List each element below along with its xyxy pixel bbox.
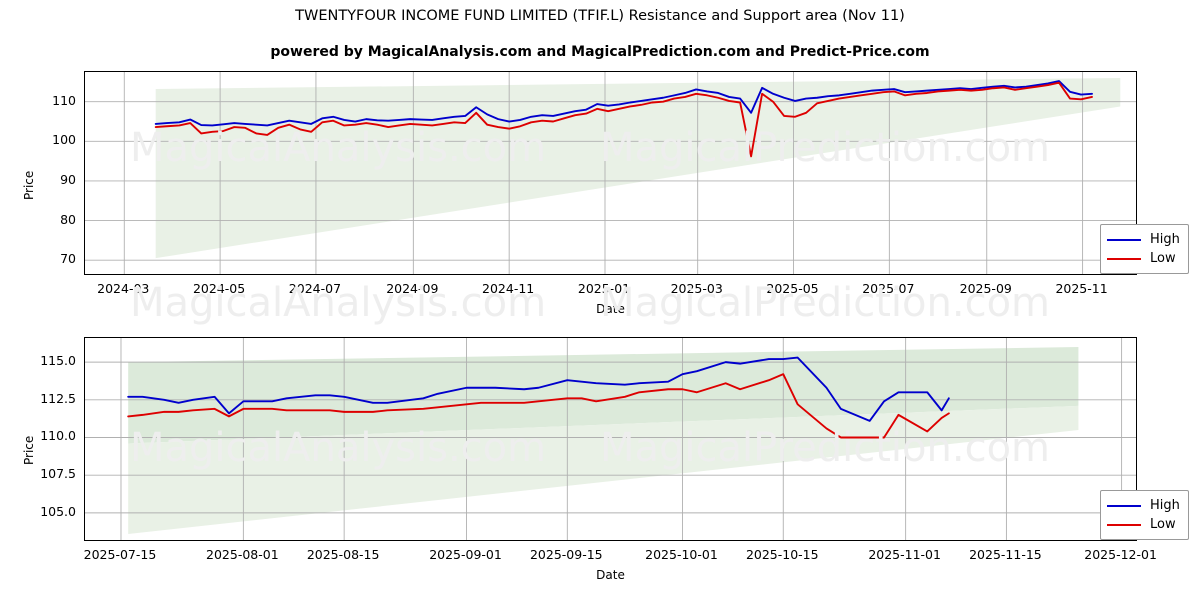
x-tick-label: 2025-07-15 xyxy=(83,547,157,562)
x-tick-label: 2025-01 xyxy=(577,281,631,296)
y-tick-label: 80 xyxy=(60,211,76,227)
x-tick-label: 2025-11-15 xyxy=(969,547,1042,562)
legend-label-high: High xyxy=(1150,232,1180,247)
y-tick-label: 90 xyxy=(60,171,76,187)
y-tick-label: 110 xyxy=(52,92,76,108)
x-tick-label: 2025-09-15 xyxy=(529,547,603,562)
x-tick-label: 2025-10-15 xyxy=(745,547,819,562)
y-tick-label: 70 xyxy=(60,251,76,267)
x-tick-label: 2024-09 xyxy=(386,281,439,296)
x-tick-label: 2025-11 xyxy=(1055,281,1108,296)
top-chart-plot-area xyxy=(84,71,1137,275)
legend-row-high[interactable]: High xyxy=(1107,496,1180,515)
bottom-chart-x-axis-label: Date xyxy=(596,568,625,582)
high-line-swatch xyxy=(1107,504,1141,507)
x-tick-label: 2025-05 xyxy=(766,281,819,296)
bottom-chart-plot-area xyxy=(84,337,1137,541)
x-tick-label: 2024-03 xyxy=(97,281,150,296)
legend-row-low[interactable]: Low xyxy=(1107,249,1180,268)
x-tick-label: 2025-11-01 xyxy=(868,547,941,562)
legend-row-high[interactable]: High xyxy=(1107,230,1180,249)
bottom-chart-canvas xyxy=(85,338,1136,540)
legend-label-low: Low xyxy=(1150,517,1176,532)
legend-label-high: High xyxy=(1150,498,1180,513)
y-tick-label: 107.5 xyxy=(40,466,76,482)
x-tick-label: 2025-12-01 xyxy=(1084,547,1157,562)
y-tick-label: 100 xyxy=(52,132,76,148)
page-subtitle: powered by MagicalAnalysis.com and Magic… xyxy=(270,44,930,60)
legend-label-low: Low xyxy=(1150,251,1176,266)
x-tick-label: 2024-11 xyxy=(482,281,535,296)
x-tick-label: 2025-08-01 xyxy=(206,547,279,562)
x-tick-label: 2025-07 xyxy=(862,281,915,296)
top-chart-x-axis-label: Date xyxy=(596,302,625,316)
top-chart-canvas xyxy=(85,72,1136,274)
y-tick-label: 115.0 xyxy=(40,353,76,369)
y-tick-label: 110.0 xyxy=(40,428,76,444)
x-tick-label: 2025-09-01 xyxy=(429,547,502,562)
low-line-swatch xyxy=(1107,257,1141,260)
x-tick-label: 2025-03 xyxy=(670,281,723,296)
page-title: TWENTYFOUR INCOME FUND LIMITED (TFIF.L) … xyxy=(295,8,905,24)
bottom-chart-legend[interactable]: High Low xyxy=(1100,490,1189,540)
x-tick-label: 2025-10-01 xyxy=(645,547,718,562)
x-tick-label: 2024-05 xyxy=(192,281,246,296)
y-tick-label: 105.0 xyxy=(40,503,76,519)
x-tick-label: 2025-09 xyxy=(959,281,1012,296)
y-tick-label: 112.5 xyxy=(40,390,76,406)
legend-row-low[interactable]: Low xyxy=(1107,515,1180,534)
high-line-swatch xyxy=(1107,238,1141,241)
x-tick-label: 2025-08-15 xyxy=(306,547,380,562)
low-line-swatch xyxy=(1107,523,1141,526)
x-tick-label: 2024-07 xyxy=(288,281,342,296)
top-chart-legend[interactable]: High Low xyxy=(1100,224,1189,274)
